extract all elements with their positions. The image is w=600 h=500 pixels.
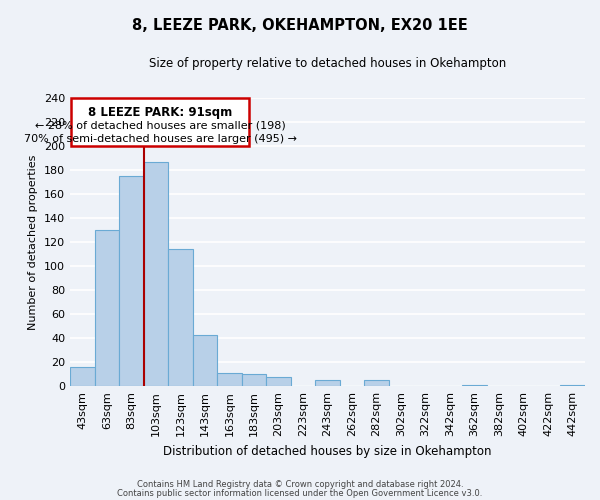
Bar: [193, 334, 217, 386]
Bar: [95, 230, 119, 386]
Bar: [316, 380, 340, 386]
Text: ← 28% of detached houses are smaller (198): ← 28% of detached houses are smaller (19…: [35, 121, 286, 131]
Bar: [463, 385, 487, 386]
Text: Contains public sector information licensed under the Open Government Licence v3: Contains public sector information licen…: [118, 488, 482, 498]
Bar: [242, 374, 266, 386]
Bar: [266, 376, 291, 386]
Y-axis label: Number of detached properties: Number of detached properties: [28, 154, 38, 330]
Bar: [364, 380, 389, 386]
Title: Size of property relative to detached houses in Okehampton: Size of property relative to detached ho…: [149, 58, 506, 70]
Text: 8, LEEZE PARK, OKEHAMPTON, EX20 1EE: 8, LEEZE PARK, OKEHAMPTON, EX20 1EE: [132, 18, 468, 32]
Bar: [217, 373, 242, 386]
Text: Contains HM Land Registry data © Crown copyright and database right 2024.: Contains HM Land Registry data © Crown c…: [137, 480, 463, 489]
Bar: [168, 250, 193, 386]
Bar: [70, 367, 95, 386]
Text: 8 LEEZE PARK: 91sqm: 8 LEEZE PARK: 91sqm: [88, 106, 232, 120]
Bar: [560, 385, 585, 386]
Bar: [119, 176, 143, 386]
X-axis label: Distribution of detached houses by size in Okehampton: Distribution of detached houses by size …: [163, 444, 492, 458]
Bar: [143, 162, 168, 386]
FancyBboxPatch shape: [71, 98, 249, 146]
Text: 70% of semi-detached houses are larger (495) →: 70% of semi-detached houses are larger (…: [24, 134, 297, 144]
